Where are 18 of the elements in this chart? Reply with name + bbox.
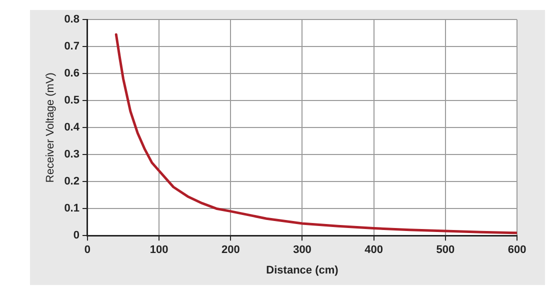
x-tick-label: 400 (364, 244, 384, 256)
y-tick-label: 0.8 (64, 14, 80, 26)
y-tick-label: 0.1 (64, 202, 80, 215)
y-tick-label: 0.3 (64, 148, 80, 161)
x-axis-title: Distance (cm) (266, 264, 339, 276)
y-tick-label: 0.7 (64, 40, 80, 53)
x-tick-label: 100 (150, 244, 168, 256)
y-axis-title: Receiver Voltage (mV) (44, 72, 57, 183)
y-tick-label: 0.4 (64, 122, 80, 134)
x-tick-label: 600 (508, 244, 526, 256)
x-tick-label: 500 (436, 244, 455, 256)
x-tick-label: 0 (84, 244, 91, 256)
y-tick-label: 0.6 (64, 68, 80, 80)
y-tick-label: 0.2 (64, 176, 80, 188)
x-tick-label: 200 (221, 244, 240, 256)
y-tick-label: 0 (73, 230, 80, 242)
x-tick-label: 300 (293, 244, 312, 256)
y-tick-label: 0.5 (64, 94, 80, 107)
